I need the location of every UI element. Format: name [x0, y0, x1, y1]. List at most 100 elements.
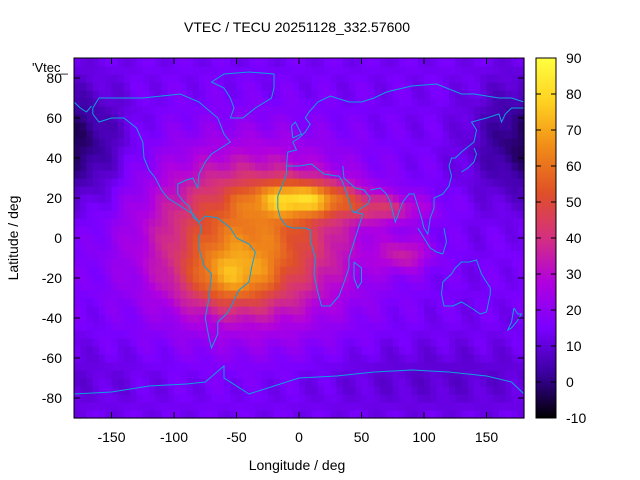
- heatmap-cell: [336, 258, 344, 267]
- heatmap-cell: [186, 138, 194, 147]
- heatmap-cell: [367, 258, 375, 267]
- heatmap-cell: [499, 322, 506, 331]
- heatmap-cell: [392, 82, 400, 91]
- heatmap-cell: [105, 138, 113, 147]
- heatmap-cell: [249, 290, 256, 299]
- heatmap-cell: [386, 146, 394, 155]
- heatmap-cell: [280, 154, 288, 163]
- heatmap-cell: [192, 242, 200, 251]
- heatmap-cell: [399, 210, 406, 219]
- heatmap-cell: [499, 386, 506, 395]
- heatmap-cell: [105, 370, 113, 379]
- heatmap-cell: [342, 322, 350, 331]
- heatmap-cell: [380, 210, 388, 219]
- heatmap-cell: [517, 202, 525, 211]
- heatmap-cell: [274, 298, 281, 307]
- heatmap-cell: [149, 186, 156, 195]
- heatmap-cell: [105, 218, 113, 227]
- heatmap-cell: [130, 410, 138, 419]
- heatmap-cell: [324, 402, 331, 411]
- heatmap-cell: [392, 242, 400, 251]
- heatmap-cell: [74, 146, 81, 155]
- heatmap-cell: [511, 354, 519, 363]
- heatmap-cell: [355, 346, 363, 355]
- heatmap-cell: [230, 82, 238, 91]
- heatmap-cell: [299, 210, 306, 219]
- heatmap-cell: [305, 202, 313, 211]
- heatmap-cell: [211, 394, 219, 403]
- heatmap-cell: [386, 250, 394, 259]
- heatmap-cell: [136, 274, 144, 283]
- heatmap-cell: [474, 82, 481, 91]
- heatmap-cell: [411, 114, 419, 123]
- heatmap-cell: [211, 346, 219, 355]
- heatmap-cell: [236, 306, 244, 315]
- heatmap-cell: [317, 338, 325, 347]
- heatmap-cell: [111, 394, 119, 403]
- heatmap-cell: [324, 58, 331, 67]
- heatmap-cell: [367, 74, 375, 83]
- heatmap-cell: [92, 210, 100, 219]
- heatmap-cell: [80, 242, 88, 251]
- heatmap-cell: [417, 266, 425, 275]
- heatmap-cell: [405, 138, 413, 147]
- heatmap-cell: [130, 354, 138, 363]
- heatmap-cell: [205, 178, 213, 187]
- heatmap-cell: [499, 130, 506, 139]
- heatmap-cell: [511, 394, 519, 403]
- heatmap-cell: [149, 114, 156, 123]
- heatmap-cell: [192, 370, 200, 379]
- heatmap-cell: [261, 114, 269, 123]
- heatmap-cell: [324, 346, 331, 355]
- heatmap-cell: [124, 306, 131, 315]
- heatmap-cell: [455, 74, 463, 83]
- heatmap-cell: [367, 58, 375, 67]
- heatmap-cell: [411, 354, 419, 363]
- heatmap-cell: [311, 218, 319, 227]
- heatmap-cell: [192, 114, 200, 123]
- heatmap-cell: [292, 354, 300, 363]
- heatmap-cell: [111, 362, 119, 371]
- heatmap-cell: [149, 242, 156, 251]
- heatmap-cell: [136, 314, 144, 323]
- heatmap-cell: [136, 218, 144, 227]
- heatmap-cell: [324, 338, 331, 347]
- heatmap-cell: [499, 194, 506, 203]
- heatmap-cell: [199, 258, 206, 267]
- heatmap-cell: [205, 306, 213, 315]
- heatmap-cell: [224, 266, 231, 275]
- heatmap-cell: [324, 90, 331, 99]
- heatmap-cell: [355, 58, 363, 67]
- heatmap-cell: [199, 226, 206, 235]
- heatmap-cell: [380, 330, 388, 339]
- heatmap-cell: [399, 274, 406, 283]
- heatmap-cell: [486, 82, 494, 91]
- heatmap-cell: [161, 242, 169, 251]
- heatmap-cell: [205, 186, 213, 195]
- heatmap-cell: [305, 58, 313, 67]
- heatmap-cell: [142, 386, 150, 395]
- heatmap-cell: [280, 146, 288, 155]
- heatmap-cell: [349, 234, 356, 243]
- heatmap-cell: [361, 362, 369, 371]
- heatmap-cell: [492, 410, 500, 419]
- heatmap-cell: [405, 322, 413, 331]
- heatmap-cell: [199, 338, 206, 347]
- heatmap-cell: [92, 82, 100, 91]
- heatmap-cell: [230, 194, 238, 203]
- heatmap-cell: [430, 338, 438, 347]
- heatmap-cell: [155, 122, 163, 131]
- heatmap-cell: [392, 394, 400, 403]
- heatmap-cell: [86, 58, 94, 67]
- heatmap-cell: [299, 58, 306, 67]
- heatmap-cell: [142, 154, 150, 163]
- heatmap-cell: [274, 370, 281, 379]
- heatmap-cell: [511, 186, 519, 195]
- heatmap-cell: [130, 266, 138, 275]
- heatmap-cell: [399, 58, 406, 67]
- heatmap-cell: [286, 194, 294, 203]
- heatmap-cell: [155, 250, 163, 259]
- heatmap-cell: [280, 402, 288, 411]
- heatmap-cell: [199, 194, 206, 203]
- heatmap-cell: [124, 130, 131, 139]
